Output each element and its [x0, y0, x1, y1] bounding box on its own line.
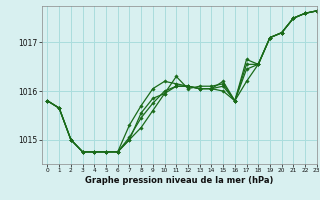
- X-axis label: Graphe pression niveau de la mer (hPa): Graphe pression niveau de la mer (hPa): [85, 176, 273, 185]
